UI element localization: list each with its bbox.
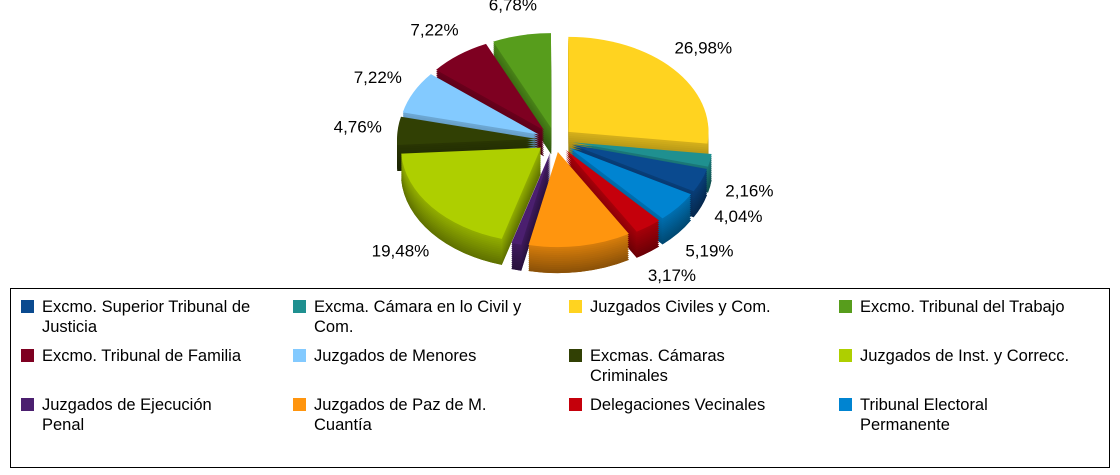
data-label: 1,15% [482, 289, 530, 290]
slice [493, 33, 552, 129]
legend-swatch [569, 398, 582, 411]
legend-swatch [293, 398, 306, 411]
legend-item: Excma. Cámara en lo Civil y Com. [293, 297, 569, 346]
legend-item: Juzgados de Inst. y Correcc. [839, 346, 1109, 395]
slice [436, 43, 545, 131]
legend-swatch [21, 349, 34, 362]
data-label: 2,16% [725, 182, 773, 201]
data-label: 4,76% [334, 118, 382, 137]
legend-swatch [839, 349, 852, 362]
slice [571, 144, 707, 192]
legend-item: Tribunal Electoral Permanente [839, 395, 1109, 444]
data-label: 7,22% [410, 21, 458, 40]
legend-label: Juzgados de Ejecución Penal [42, 396, 212, 434]
slice-side [572, 144, 712, 169]
legend-swatch [839, 398, 852, 411]
legend-item: Delegaciones Vecinales [569, 395, 839, 444]
slice [569, 147, 692, 219]
slice [568, 36, 709, 144]
legend-label: Excmo. Superior Tribunal de Justicia [42, 298, 251, 336]
legend-label: Juzgados de Paz de M. Cuantía [314, 396, 487, 434]
legend-item: Excmas. Cámaras Criminales [569, 346, 839, 395]
slice [511, 151, 551, 245]
slice [565, 149, 660, 232]
legend-item: Juzgados Civiles y Com. [569, 297, 839, 346]
data-label: 19,48% [372, 241, 430, 260]
legend-label: Juzgados de Menores [314, 347, 477, 365]
slice [572, 142, 712, 167]
slice [528, 152, 629, 248]
legend-swatch [839, 300, 852, 313]
legend-label: Excmas. Cámaras Criminales [590, 347, 725, 385]
legend-item: Juzgados de Paz de M. Cuantía [293, 395, 569, 444]
chart: 4,04% 2,16% 26,98% 6,78% 7,22% 7,22% 4,76% 19,4… [334, 0, 774, 290]
legend-swatch [569, 349, 582, 362]
legend-label: Juzgados de Inst. y Correcc. [860, 347, 1070, 365]
legend-label: Delegaciones Vecinales [590, 396, 766, 414]
legend-label: Juzgados Civiles y Com. [590, 298, 771, 316]
legend-label: Tribunal Electoral Permanente [860, 396, 988, 434]
data-label: 6,78% [489, 0, 537, 14]
legend-label: Excmo. Tribunal del Trabajo [860, 298, 1065, 316]
data-label: 26,98% [674, 39, 732, 58]
legend-item: Juzgados de Menores [293, 346, 569, 395]
slice [401, 147, 541, 239]
data-label: 3,17% [648, 266, 696, 285]
legend-item: Excmo. Superior Tribunal de Justicia [21, 297, 293, 346]
legend-swatch [21, 398, 34, 411]
legend-item: Excmo. Tribunal de Familia [21, 346, 293, 395]
legend-label: Excma. Cámara en lo Civil y Com. [314, 298, 522, 336]
slice [402, 74, 539, 135]
legend: Excmo. Superior Tribunal de Justicia Excm… [10, 288, 1110, 468]
legend-swatch [21, 300, 34, 313]
legend-label: Excmo. Tribunal de Familia [42, 347, 241, 365]
legend-swatch [293, 349, 306, 362]
legend-swatch [293, 300, 306, 313]
data-label: 5,19% [685, 241, 733, 260]
slice [397, 116, 538, 145]
legend-item: Juzgados de Ejecución Penal [21, 395, 293, 444]
legend-item: Excmo. Tribunal del Trabajo [839, 297, 1109, 346]
data-label: 7,22% [354, 68, 402, 87]
legend-swatch [569, 300, 582, 313]
data-label: 4,04% [714, 207, 762, 226]
